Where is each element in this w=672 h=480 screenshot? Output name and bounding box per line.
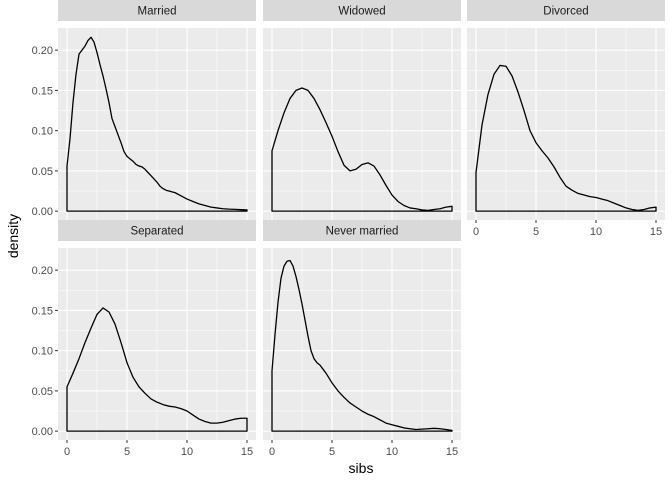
facet-panel: Never married xyxy=(263,220,461,440)
facet-panel: Separated xyxy=(58,220,256,440)
x-tick-label: 15 xyxy=(650,226,662,238)
facet-label: Divorced xyxy=(543,6,588,18)
x-axes: 0 5 10 15 0 5 10 15 0 5 10 15 xyxy=(64,220,662,458)
y-axis-title: density xyxy=(5,214,21,258)
facet-label: Never married xyxy=(326,226,399,238)
facet-panel: Married xyxy=(58,0,256,220)
density-curve xyxy=(66,36,248,212)
density-curve xyxy=(66,307,248,432)
x-tick-label: 10 xyxy=(590,226,602,238)
x-tick-label: 10 xyxy=(386,446,398,458)
density-curve xyxy=(271,259,453,432)
facet-strip xyxy=(467,0,665,21)
y-tick-label: 0.20 xyxy=(32,45,53,57)
x-tick-label: 5 xyxy=(533,226,539,238)
y-tick-label: 0.10 xyxy=(32,126,53,138)
x-tick-label: 0 xyxy=(473,226,479,238)
facet-strip xyxy=(263,0,461,21)
x-tick-label: 15 xyxy=(446,446,458,458)
density-curve xyxy=(271,87,453,212)
y-tick-label: 0.20 xyxy=(32,265,53,277)
facet-label: Widowed xyxy=(338,6,385,18)
facet-strip xyxy=(263,220,461,241)
x-tick-label: 15 xyxy=(241,446,253,458)
y-tick-label: 0.05 xyxy=(32,386,53,398)
density-curve xyxy=(475,64,657,212)
facet-panel: Divorced xyxy=(467,0,665,220)
y-axes: 0.00 0.05 0.10 0.15 0.20 0.00 0.05 0.10 0.15 0.20 xyxy=(32,45,58,438)
x-tick-label: 5 xyxy=(329,446,335,458)
y-tick-label: 0.10 xyxy=(32,346,53,358)
y-tick-label: 0.00 xyxy=(32,206,53,218)
y-tick-label: 0.15 xyxy=(32,305,53,317)
y-tick-label: 0.00 xyxy=(32,426,53,438)
facet-label: Married xyxy=(138,6,177,18)
x-tick-label: 0 xyxy=(269,446,275,458)
x-axis-title: sibs xyxy=(349,460,374,476)
facet-strip xyxy=(58,0,256,21)
facet-panel: Widowed xyxy=(263,0,461,220)
x-tick-label: 5 xyxy=(124,446,130,458)
facet-panels: Married Widowed Divorced Separated Never mar… xyxy=(58,0,665,440)
y-tick-label: 0.05 xyxy=(32,166,53,178)
facet-strip xyxy=(58,220,256,241)
x-tick-label: 0 xyxy=(64,446,70,458)
x-tick-label: 10 xyxy=(181,446,193,458)
y-tick-label: 0.15 xyxy=(32,85,53,97)
facet-label: Separated xyxy=(130,226,183,238)
